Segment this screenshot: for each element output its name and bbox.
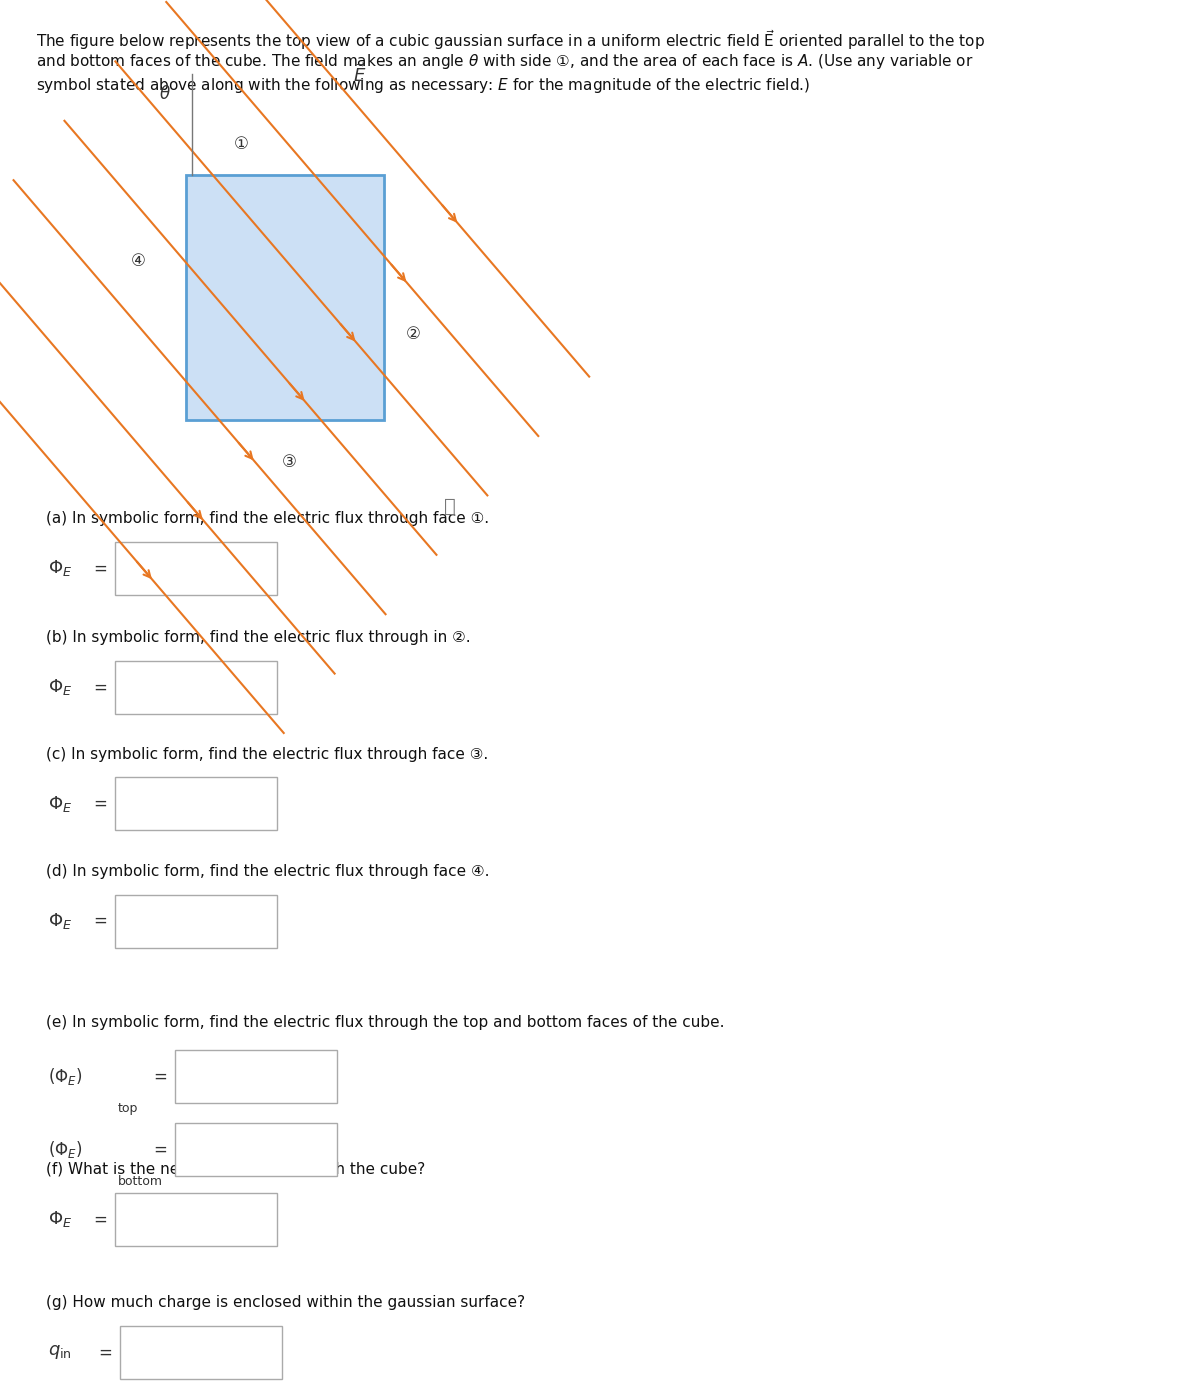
Text: =: = bbox=[94, 913, 108, 930]
Text: bottom: bottom bbox=[118, 1175, 163, 1187]
Text: ②: ② bbox=[406, 325, 420, 343]
Bar bbox=[175, 1123, 337, 1176]
Text: $\Phi_E$: $\Phi_E$ bbox=[48, 559, 72, 578]
Text: $\vec{E}$: $\vec{E}$ bbox=[353, 63, 367, 85]
Bar bbox=[186, 175, 384, 420]
Text: $\Phi_E$: $\Phi_E$ bbox=[48, 1210, 72, 1229]
Text: $\left(\Phi_E\right)$: $\left(\Phi_E\right)$ bbox=[48, 1140, 83, 1159]
Bar bbox=[115, 661, 277, 714]
Text: ⓘ: ⓘ bbox=[444, 497, 456, 517]
Text: =: = bbox=[98, 1344, 113, 1361]
Text: and bottom faces of the cube. The field makes an angle $\theta$ with side ①, and: and bottom faces of the cube. The field … bbox=[36, 52, 973, 71]
Text: $\Phi_E$: $\Phi_E$ bbox=[48, 678, 72, 697]
Text: =: = bbox=[94, 795, 108, 812]
Bar bbox=[175, 1050, 337, 1103]
Bar bbox=[115, 777, 277, 830]
Text: (g) How much charge is enclosed within the gaussian surface?: (g) How much charge is enclosed within t… bbox=[46, 1295, 524, 1310]
Text: (a) In symbolic form, find the electric flux through face ①.: (a) In symbolic form, find the electric … bbox=[46, 511, 488, 526]
Text: (b) In symbolic form, find the electric flux through in ②.: (b) In symbolic form, find the electric … bbox=[46, 630, 470, 645]
Text: =: = bbox=[154, 1141, 168, 1158]
Bar bbox=[115, 1193, 277, 1246]
Text: $\Phi_E$: $\Phi_E$ bbox=[48, 794, 72, 813]
Text: ①: ① bbox=[234, 136, 248, 153]
Text: $\theta$: $\theta$ bbox=[158, 85, 170, 102]
Text: The figure below represents the top view of a cubic gaussian surface in a unifor: The figure below represents the top view… bbox=[36, 28, 985, 52]
Text: =: = bbox=[154, 1068, 168, 1085]
Text: (e) In symbolic form, find the electric flux through the top and bottom faces of: (e) In symbolic form, find the electric … bbox=[46, 1015, 724, 1030]
Text: (f) What is the net electric flux through the cube?: (f) What is the net electric flux throug… bbox=[46, 1162, 425, 1177]
Text: symbol stated above along with the following as necessary: $E$ for the magnitude: symbol stated above along with the follo… bbox=[36, 76, 810, 95]
Text: =: = bbox=[94, 679, 108, 696]
Text: (c) In symbolic form, find the electric flux through face ③.: (c) In symbolic form, find the electric … bbox=[46, 746, 488, 762]
Text: (d) In symbolic form, find the electric flux through face ④.: (d) In symbolic form, find the electric … bbox=[46, 864, 490, 879]
Text: $\Phi_E$: $\Phi_E$ bbox=[48, 911, 72, 931]
Text: ④: ④ bbox=[131, 252, 145, 270]
Text: $q_\mathrm{in}$: $q_\mathrm{in}$ bbox=[48, 1344, 72, 1361]
Text: $\left(\Phi_E\right)$: $\left(\Phi_E\right)$ bbox=[48, 1067, 83, 1086]
Text: ③: ③ bbox=[282, 454, 296, 470]
Bar bbox=[120, 1326, 282, 1379]
Text: =: = bbox=[94, 560, 108, 577]
Bar bbox=[115, 895, 277, 948]
Text: top: top bbox=[118, 1102, 138, 1114]
Text: =: = bbox=[94, 1211, 108, 1228]
Bar bbox=[115, 542, 277, 595]
